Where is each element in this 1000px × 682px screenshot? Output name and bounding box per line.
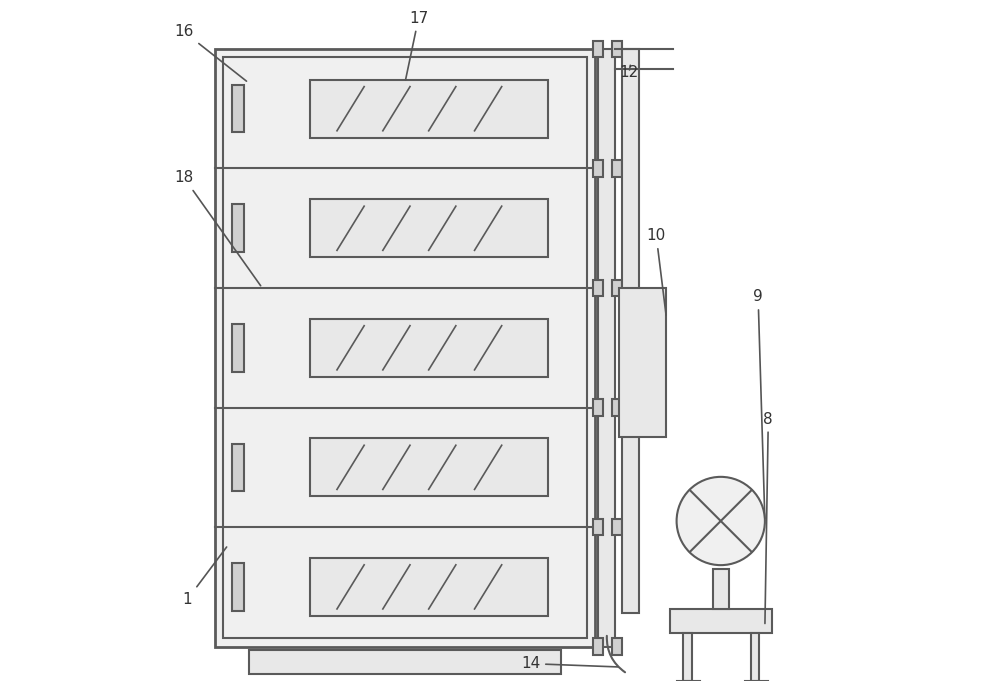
Bar bbox=[598, 49, 615, 647]
Bar bbox=[223, 57, 587, 638]
Text: 10: 10 bbox=[647, 228, 666, 315]
Bar bbox=[612, 638, 622, 655]
Bar bbox=[215, 49, 595, 647]
Text: 12: 12 bbox=[619, 65, 639, 80]
Bar bbox=[310, 199, 548, 257]
Bar bbox=[310, 439, 548, 496]
Bar bbox=[677, 681, 700, 682]
Text: 18: 18 bbox=[175, 170, 261, 286]
Text: 17: 17 bbox=[405, 11, 428, 80]
Bar bbox=[683, 633, 692, 681]
Bar bbox=[249, 650, 561, 674]
Bar bbox=[612, 160, 622, 177]
Bar bbox=[751, 633, 759, 681]
Bar bbox=[593, 160, 603, 177]
Bar bbox=[232, 85, 244, 132]
Bar bbox=[612, 519, 622, 535]
Bar bbox=[310, 558, 548, 616]
Bar bbox=[745, 681, 768, 682]
Bar bbox=[310, 80, 548, 138]
Bar bbox=[622, 49, 639, 612]
Text: 1: 1 bbox=[183, 547, 227, 606]
Text: 8: 8 bbox=[763, 412, 773, 623]
Bar bbox=[232, 563, 244, 610]
Text: 16: 16 bbox=[174, 25, 247, 81]
Bar bbox=[593, 519, 603, 535]
Bar bbox=[612, 400, 622, 416]
Bar bbox=[593, 638, 603, 655]
Circle shape bbox=[677, 477, 765, 565]
Text: 9: 9 bbox=[753, 289, 765, 518]
Bar bbox=[619, 288, 666, 437]
Bar bbox=[310, 319, 548, 376]
Bar bbox=[612, 41, 622, 57]
Bar bbox=[670, 609, 772, 633]
Bar bbox=[232, 324, 244, 372]
Bar bbox=[232, 205, 244, 252]
Bar bbox=[713, 569, 729, 609]
Bar bbox=[593, 280, 603, 296]
Bar bbox=[232, 443, 244, 491]
Bar bbox=[612, 280, 622, 296]
Bar bbox=[593, 400, 603, 416]
Text: 14: 14 bbox=[521, 656, 618, 671]
Bar bbox=[593, 41, 603, 57]
